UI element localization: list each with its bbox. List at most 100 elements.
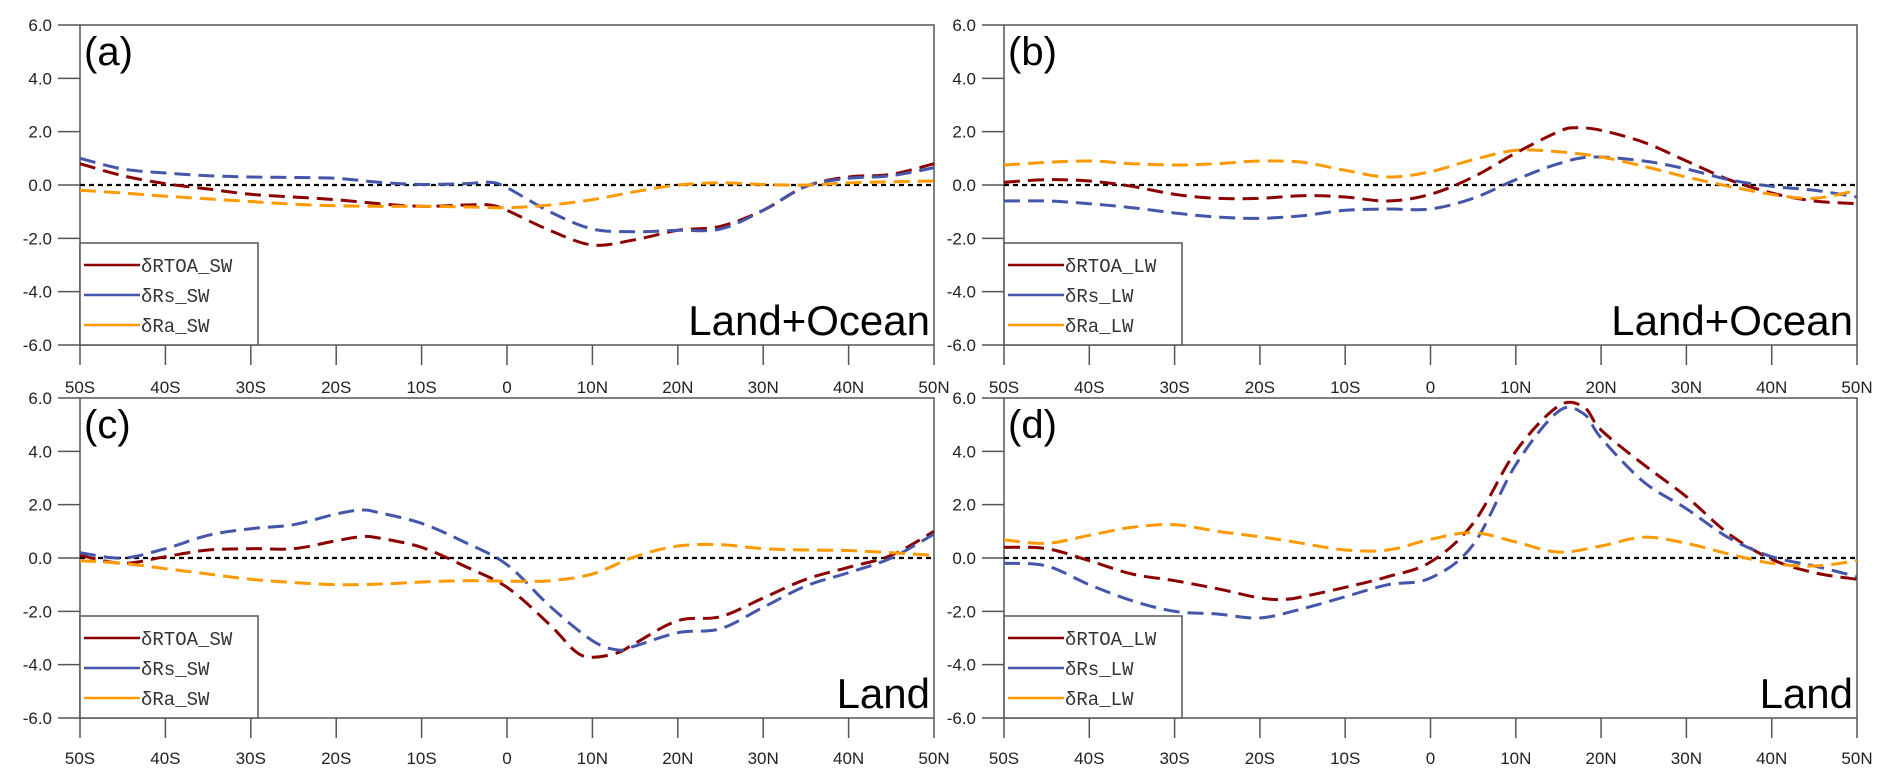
y-tick-label: 4.0 [28, 69, 52, 88]
x-tick-label: 50N [1841, 378, 1872, 397]
series-line-rs_lw [1004, 405, 1857, 620]
x-tick-label: 10N [1500, 378, 1531, 397]
panel-b: -6.0 -4.0 -2.0 0.0 2.0 4.0 6.0 50S 40S 30S 20S 10S 0… [947, 16, 1873, 397]
series-group [80, 508, 934, 659]
series-line-ra_lw [1004, 148, 1857, 200]
x-tick-label: 20N [662, 749, 693, 768]
panel-tag: (b) [1008, 30, 1057, 74]
x-tick-label: 40N [833, 378, 864, 397]
x-tick-label: 40N [1756, 378, 1787, 397]
y-tick-label: -6.0 [947, 709, 976, 728]
y-tick-label: 2.0 [28, 123, 52, 142]
x-tick-label: 10S [406, 378, 436, 397]
x-tick-label: 30N [1671, 378, 1702, 397]
series-line-rtoa_sw [80, 529, 934, 659]
y-tick-label: 4.0 [952, 69, 976, 88]
y-tick-label: 2.0 [952, 496, 976, 515]
panel-a: -6.0 -4.0 -2.0 0.0 2.0 4.0 6.0 50S 40S 30S 20S 10S 0… [23, 16, 950, 397]
series-line-ra_lw [1004, 523, 1857, 568]
x-tick-label: 30S [1159, 378, 1189, 397]
x-tick-label: 0 [502, 749, 511, 768]
legend-label: δRs_SW [141, 286, 210, 308]
panel-d: -6.0 -4.0 -2.0 0.0 2.0 4.0 6.0 50S 40S 30S 20S 10S 0… [947, 389, 1873, 768]
y-tick-label: 4.0 [28, 442, 52, 461]
panel-tag: (c) [84, 403, 131, 447]
y-tick-label: 6.0 [952, 389, 976, 408]
y-tick-label: -2.0 [947, 229, 976, 248]
y-tick-label: 6.0 [28, 389, 52, 408]
series-group [1004, 400, 1857, 620]
x-tick-label: 40S [1074, 749, 1104, 768]
x-tick-label: 30N [748, 749, 779, 768]
y-tick-label: -6.0 [23, 336, 52, 355]
y-tick-label: -4.0 [947, 656, 976, 675]
y-tick-label: 4.0 [952, 442, 976, 461]
x-tick-label: 50S [65, 749, 95, 768]
x-tick-label: 30N [1671, 749, 1702, 768]
legend-label: δRTOA_SW [141, 256, 233, 278]
x-tick-label: 20S [1245, 378, 1275, 397]
y-tick-label: 2.0 [952, 123, 976, 142]
y-tick-label: 0.0 [952, 176, 976, 195]
x-tick-label: 50S [989, 378, 1019, 397]
x-tick-label: 30S [236, 378, 266, 397]
x-tick-label: 20S [321, 378, 351, 397]
x-tick-label: 40S [1074, 378, 1104, 397]
legend-label: δRs_SW [141, 659, 210, 681]
y-tick-label: -4.0 [23, 283, 52, 302]
x-tick-label: 0 [502, 378, 511, 397]
series-line-ra_sw [80, 542, 934, 587]
y-tick-label: -2.0 [23, 229, 52, 248]
region-label: Land+Ocean [688, 297, 930, 344]
legend: δRTOA_LW δRs_LW δRa_LW [1003, 242, 1183, 346]
x-tick-label: 20N [662, 378, 693, 397]
y-tick-label: 6.0 [28, 16, 52, 35]
x-tick-label: 30N [748, 378, 779, 397]
x-tick-label: 10N [577, 749, 608, 768]
y-tick-label: 0.0 [28, 549, 52, 568]
legend: δRTOA_SW δRs_SW δRa_SW [79, 242, 259, 346]
y-tick-label: 0.0 [952, 549, 976, 568]
series-line-rs_sw [80, 156, 934, 234]
panel-tag: (d) [1008, 403, 1057, 447]
y-tick-label: -2.0 [947, 602, 976, 621]
x-tick-label: 20S [1245, 749, 1275, 768]
y-tick-label: 0.0 [28, 176, 52, 195]
y-tick-label: 2.0 [28, 496, 52, 515]
legend-label: δRs_LW [1065, 286, 1134, 308]
legend-label: δRa_LW [1065, 689, 1134, 711]
legend: δRTOA_SW δRs_SW δRa_SW [79, 615, 259, 719]
x-tick-label: 30S [236, 749, 266, 768]
legend-label: δRa_LW [1065, 316, 1134, 338]
y-tick-label: -6.0 [23, 709, 52, 728]
panel-c: -6.0 -4.0 -2.0 0.0 2.0 4.0 6.0 50S 40S 30S 20S 10S 0… [23, 389, 950, 768]
legend-label: δRs_LW [1065, 659, 1134, 681]
series-line-rtoa_lw [1004, 126, 1857, 206]
legend: δRTOA_LW δRs_LW δRa_LW [1003, 615, 1183, 719]
x-tick-label: 40N [833, 749, 864, 768]
x-tick-label: 50N [1841, 749, 1872, 768]
panel-tag: (a) [84, 30, 133, 74]
y-tick-label: -6.0 [947, 336, 976, 355]
series-group [80, 156, 934, 247]
x-tick-label: 0 [1426, 749, 1435, 768]
legend-label: δRTOA_LW [1065, 629, 1157, 651]
series-line-rtoa_lw [1004, 400, 1857, 601]
legend-label: δRTOA_LW [1065, 256, 1157, 278]
x-tick-label: 50S [989, 749, 1019, 768]
region-label: Land [837, 670, 930, 717]
x-tick-label: 40S [150, 749, 180, 768]
legend-label: δRTOA_SW [141, 629, 233, 651]
y-tick-label: -4.0 [947, 283, 976, 302]
region-label: Land+Ocean [1611, 297, 1853, 344]
x-tick-label: 40N [1756, 749, 1787, 768]
x-tick-label: 20S [321, 749, 351, 768]
x-tick-label: 10S [406, 749, 436, 768]
x-tick-label: 50S [65, 378, 95, 397]
x-tick-label: 50N [918, 749, 949, 768]
x-tick-label: 20N [1586, 749, 1617, 768]
y-tick-label: 6.0 [952, 16, 976, 35]
x-tick-label: 10N [1500, 749, 1531, 768]
series-line-rs_lw [1004, 155, 1857, 220]
